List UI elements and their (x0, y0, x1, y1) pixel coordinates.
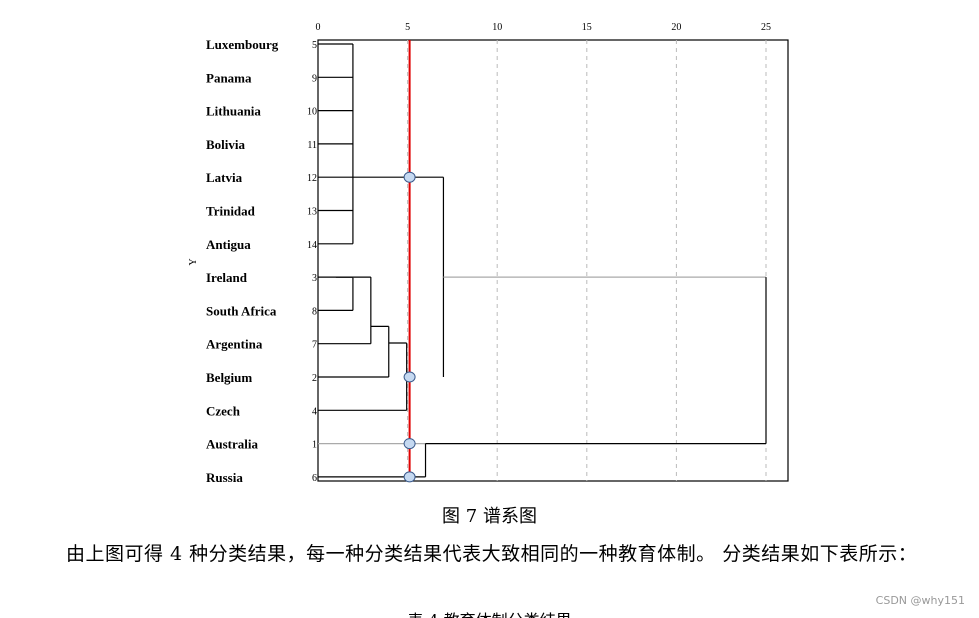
x-tick-label: 20 (671, 22, 681, 33)
leaf-label: Belgium (206, 370, 252, 385)
figure-caption: 图 7 谱系图 (442, 506, 537, 527)
case-number: 10 (307, 107, 317, 118)
plot-frame (317, 39, 789, 482)
leaf-label: Panama (206, 70, 252, 85)
leaf-label: Latvia (206, 170, 243, 185)
leaf-label: Antigua (206, 237, 251, 252)
cut-markers (403, 171, 416, 483)
case-number: 14 (307, 240, 317, 251)
leaf-label: Bolivia (206, 137, 246, 152)
x-tick-label: 10 (492, 22, 502, 33)
case-number: 6 (312, 473, 317, 484)
leaf-label: South Africa (206, 303, 277, 318)
x-tick-label: 15 (582, 22, 592, 33)
leaf-label: Argentina (206, 337, 263, 352)
case-number: 3 (312, 273, 317, 284)
case-number: 9 (312, 73, 317, 84)
leaf-label: Trinidad (206, 204, 256, 219)
cut-marker (403, 471, 416, 483)
branches (318, 43, 767, 478)
leaf-label: Russia (206, 470, 243, 485)
body-paragraph: 由上图可得 4 种分类结果，每一种分类结果代表大致相同的一种教育体制。 分类结果… (66, 543, 918, 565)
leaf-label: Lithuania (206, 104, 261, 119)
case-number: 13 (307, 207, 317, 218)
case-number: 2 (312, 373, 317, 384)
case-number: 12 (307, 173, 317, 184)
watermark: CSDN @why151 (875, 594, 965, 607)
cut-marker (403, 171, 416, 183)
case-number: 1 (312, 440, 317, 451)
table-caption: 表 4 教育体制分类结果 (0, 607, 979, 618)
case-number: 5 (312, 40, 317, 51)
cut-marker (403, 371, 416, 383)
case-number: 8 (312, 306, 317, 317)
cut-marker (403, 438, 416, 450)
x-tick-label: 5 (405, 22, 410, 33)
case-number: 7 (312, 340, 317, 351)
leaf-label: Czech (206, 403, 241, 418)
case-number: 4 (312, 406, 317, 417)
leaf-label: Australia (206, 437, 259, 452)
x-tick-label: 0 (316, 22, 321, 33)
case-number: 11 (307, 140, 317, 151)
y-axis-label: Y (188, 258, 199, 265)
grid-lines (407, 40, 767, 481)
leaf-label: Luxembourg (206, 37, 279, 52)
leaf-labels: Luxembourg 5 Panama 9 Lithuania 10 Bolivia 11 La… (206, 37, 317, 485)
x-tick-label: 25 (761, 22, 771, 33)
leaf-label: Ireland (206, 270, 248, 285)
x-tick-labels: 0 5 10 15 20 25 (316, 22, 772, 33)
